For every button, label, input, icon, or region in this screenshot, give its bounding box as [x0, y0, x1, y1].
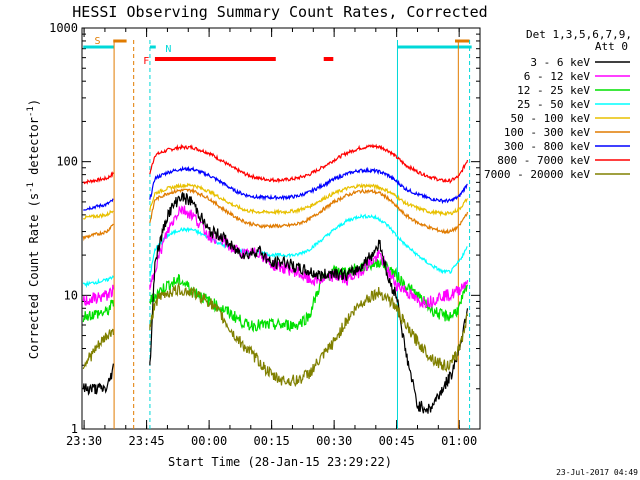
legend-title-attenuator: Att 0 [595, 40, 628, 53]
series-line [82, 192, 469, 414]
chart-title: HESSI Observing Summary Count Rates, Cor… [72, 3, 487, 21]
series-line [82, 257, 469, 333]
x-tick-label: 01:00 [441, 434, 477, 448]
y-tick-label: 10 [64, 288, 78, 302]
legend-label: 3 - 6 keV [530, 56, 590, 69]
series-line [82, 213, 468, 289]
series-line [83, 165, 468, 211]
x-tick-label: 23:45 [129, 434, 165, 448]
series-line [83, 143, 469, 185]
legend-label: 800 - 7000 keV [497, 154, 590, 167]
x-tick-label: 00:15 [254, 434, 290, 448]
legend-label: 6 - 12 keV [524, 70, 591, 83]
x-tick-label: 00:30 [316, 434, 352, 448]
y-axis: 1000 100 10 1 [49, 21, 480, 436]
legend-label: 100 - 300 keV [504, 126, 590, 139]
y-tick-label: 100 [56, 155, 78, 169]
legend-label: 7000 - 20000 keV [484, 168, 590, 181]
legend-title-detectors: Det 1,3,5,6,7,9, [526, 28, 632, 41]
series-line [82, 205, 469, 309]
x-axis-label: Start Time (28-Jan-15 23:29:22) [168, 455, 392, 469]
series-line [82, 282, 469, 388]
footer-date: 23-Jul-2017 04:49 [556, 468, 638, 477]
x-tick-label: 00:00 [191, 434, 227, 448]
flag-label: N [165, 44, 171, 55]
series-line [82, 182, 469, 220]
y-tick-label: 1000 [49, 21, 78, 35]
flag-label: S [95, 36, 101, 47]
observing-intervals: S N F [83, 36, 472, 429]
legend-label: 50 - 100 keV [511, 112, 591, 125]
legend-label: 25 - 50 keV [517, 98, 590, 111]
x-tick-label: 00:45 [379, 434, 415, 448]
x-tick-label: 23:30 [66, 434, 102, 448]
y-axis-label: Corrected Count Rate (s-1 detector-1) [26, 99, 41, 359]
legend-label: 12 - 25 keV [517, 84, 590, 97]
plot-frame [81, 27, 481, 430]
series-line [82, 186, 469, 242]
x-axis: 23:30 23:45 00:00 00:15 00:30 00:45 01:00 [66, 28, 481, 448]
legend-label: 300 - 800 keV [504, 140, 590, 153]
y-tick-label: 1 [71, 422, 78, 436]
flag-label: F [143, 56, 149, 67]
plot-area: 1000 100 10 1 23:30 23:45 00:00 00:15 00:30 00:4… [49, 21, 481, 448]
series-layer [82, 143, 469, 414]
